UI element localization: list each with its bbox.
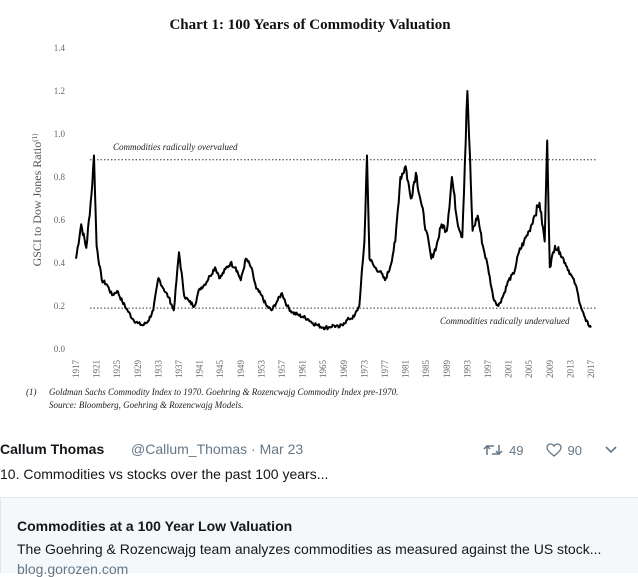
author-name[interactable]: Callum Thomas xyxy=(0,441,105,457)
y-tick-label: 1.4 xyxy=(54,43,66,53)
x-tick-label: 1961 xyxy=(298,360,308,378)
x-tick-label: 2013 xyxy=(565,360,575,379)
x-tick-label: 2009 xyxy=(545,360,555,379)
x-tick-label: 1949 xyxy=(236,360,246,379)
y-axis-label: GSCI to Dow Jones Ratio(1) xyxy=(30,133,44,267)
link-card-description: The Goehring & Rozencwajg team analyzes … xyxy=(17,541,602,557)
tweet-actions: 49 90 xyxy=(461,440,624,460)
x-tick-label: 2005 xyxy=(524,360,534,379)
retweet-button[interactable]: 49 xyxy=(483,442,524,458)
like-button[interactable]: 90 xyxy=(545,442,582,458)
x-tick-label: 1921 xyxy=(92,360,102,378)
link-card-title: Commodities at a 100 Year Low Valuation xyxy=(17,518,293,534)
x-tick-label: 2001 xyxy=(504,360,514,378)
overvalued-label: Commodities radically overvalued xyxy=(113,142,238,152)
x-tick-label: 1933 xyxy=(153,360,163,379)
x-tick-label: 1969 xyxy=(339,360,349,379)
footnote-line-1: Goldman Sachs Commodity Index to 1970. G… xyxy=(49,387,398,397)
y-axis-label-superscript: (1) xyxy=(31,133,39,142)
reference-lines: Commodities radically overvalued Commodit… xyxy=(90,142,596,326)
x-tick-label: 1937 xyxy=(174,360,184,379)
chart-title: Chart 1: 100 Years of Commodity Valuatio… xyxy=(169,17,451,33)
y-axis-label-text: GSCI to Dow Jones Ratio xyxy=(30,142,44,267)
x-tick-label: 1941 xyxy=(195,360,205,378)
retweet-icon xyxy=(483,444,503,456)
tweet-menu-button[interactable] xyxy=(604,445,624,455)
chart-svg: Chart 1: 100 Years of Commodity Valuatio… xyxy=(26,17,596,410)
y-tick-label: 0.8 xyxy=(54,172,66,182)
x-tick-label: 1977 xyxy=(380,360,390,379)
y-tick-label: 1.2 xyxy=(54,86,65,96)
x-tick-label: 1965 xyxy=(318,360,328,379)
series-group xyxy=(75,90,592,331)
y-tick-label: 0.0 xyxy=(54,344,66,354)
chart-footnote: (1) Goldman Sachs Commodity Index to 197… xyxy=(26,387,398,410)
x-tick-label: 1993 xyxy=(462,360,472,379)
x-tick-labels: 1917 1921 1925 1929 1933 1937 1941 1945 1949 1953… xyxy=(71,360,596,379)
y-tick-label: 0.2 xyxy=(54,301,65,311)
retweet-count: 49 xyxy=(509,442,524,458)
x-tick-label: 1929 xyxy=(133,360,143,379)
y-tick-labels: 0.0 0.2 0.4 0.6 0.8 1.0 1.2 1.4 xyxy=(54,43,66,354)
x-tick-label: 1973 xyxy=(359,360,369,379)
x-tick-label: 1985 xyxy=(421,360,431,379)
x-tick-label: 1997 xyxy=(483,360,493,379)
x-tick-label: 1989 xyxy=(442,360,452,379)
x-tick-label: 1957 xyxy=(277,360,287,379)
undervalued-label: Commodities radically undervalued xyxy=(440,316,570,326)
x-tick-label: 1981 xyxy=(401,360,411,378)
footnote-line-2: Source: Bloomberg, Goehring & Rozencwajg… xyxy=(49,400,244,410)
tweet-header: Callum Thomas @Callum_Thomas · Mar 23 49… xyxy=(0,440,638,460)
y-tick-label: 0.4 xyxy=(54,258,66,268)
divider xyxy=(0,497,638,498)
tweet-text: 10. Commodities vs stocks over the past … xyxy=(0,466,329,482)
like-count: 90 xyxy=(567,442,582,458)
svg-text:GSCI to Dow Jones Ratio(1): GSCI to Dow Jones Ratio(1) xyxy=(30,133,44,267)
x-tick-label: 1953 xyxy=(256,360,266,379)
author-handle-and-date[interactable]: @Callum_Thomas · Mar 23 xyxy=(131,441,304,457)
series-line xyxy=(75,90,592,331)
y-tick-label: 1.0 xyxy=(54,129,66,139)
y-tick-label: 0.6 xyxy=(54,215,66,225)
heart-icon xyxy=(545,443,562,457)
x-tick-label: 1917 xyxy=(71,360,81,379)
chevron-down-icon xyxy=(605,446,617,454)
footnote-marker: (1) xyxy=(26,387,37,397)
chart-image[interactable]: Chart 1: 100 Years of Commodity Valuatio… xyxy=(0,0,638,424)
link-card[interactable]: Commodities at a 100 Year Low Valuation … xyxy=(0,498,638,577)
x-tick-label: 1945 xyxy=(215,360,225,379)
x-tick-label: 1925 xyxy=(112,360,122,379)
link-card-domain: blog.gorozen.com xyxy=(17,561,129,577)
x-tick-label: 2017 xyxy=(586,360,596,379)
